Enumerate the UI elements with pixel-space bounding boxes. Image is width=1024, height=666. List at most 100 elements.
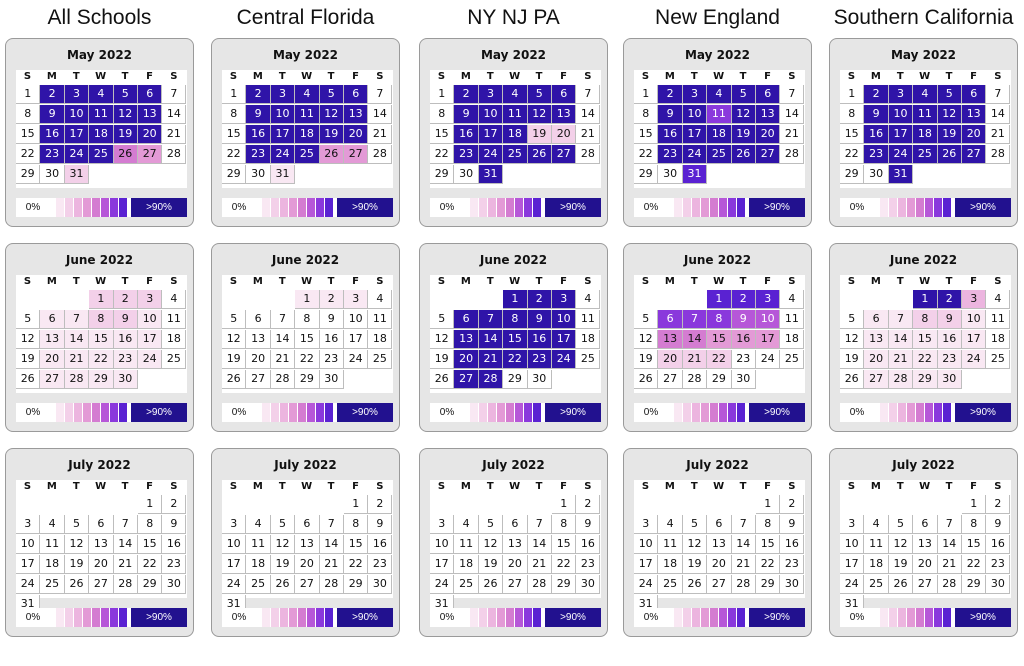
weekday-label: W bbox=[713, 276, 725, 287]
legend-swatch bbox=[898, 198, 906, 217]
legend-max-label: >90% bbox=[955, 608, 1011, 627]
legend-min-label: 0% bbox=[231, 407, 247, 418]
day-cell: 14 bbox=[319, 535, 344, 554]
month-title: July 2022 bbox=[482, 458, 545, 472]
day-cell: 18 bbox=[913, 125, 938, 144]
weekday-label: T bbox=[739, 481, 747, 492]
day-cell: 25 bbox=[246, 575, 271, 594]
day-cell: 11 bbox=[864, 535, 889, 554]
legend-min-label: 0% bbox=[849, 202, 865, 213]
day-cell: 5 bbox=[840, 310, 865, 329]
legend-swatch bbox=[56, 198, 64, 217]
day-cell: 26 bbox=[64, 575, 90, 594]
weekday-label: F bbox=[764, 481, 771, 492]
day-cell: 29 bbox=[913, 370, 938, 389]
day-cell: 20 bbox=[89, 555, 114, 574]
day-cell: 13 bbox=[138, 105, 163, 124]
legend-swatch bbox=[92, 198, 100, 217]
weekday-label: S bbox=[23, 276, 32, 287]
weekday-label: M bbox=[252, 481, 263, 492]
weekday-label: T bbox=[72, 481, 80, 492]
day-cell: 4 bbox=[864, 515, 889, 534]
day-cell: 24 bbox=[962, 350, 987, 369]
day-cell: 1 bbox=[16, 85, 41, 104]
day-cell: 2 bbox=[246, 85, 271, 104]
day-cell: 7 bbox=[888, 310, 914, 329]
weekday-label: M bbox=[664, 481, 675, 492]
day-cell: 11 bbox=[986, 310, 1011, 329]
weekday-label: T bbox=[690, 276, 698, 287]
day-cell: 19 bbox=[64, 555, 90, 574]
legend-swatch bbox=[907, 198, 915, 217]
day-cell: 2 bbox=[780, 495, 805, 514]
day-cell: 3 bbox=[634, 515, 659, 534]
day-cell: 29 bbox=[962, 575, 987, 594]
day-cell: 19 bbox=[270, 555, 296, 574]
day-cell: 19 bbox=[731, 125, 756, 144]
day-cell: 25 bbox=[40, 575, 65, 594]
day-cell: 21 bbox=[986, 125, 1011, 144]
weekday-label: M bbox=[252, 276, 263, 287]
day-cell: 26 bbox=[222, 370, 247, 389]
day-cell: 11 bbox=[503, 105, 528, 124]
legend-swatch bbox=[728, 198, 736, 217]
day-cell: 4 bbox=[40, 515, 65, 534]
color-legend: 0% >90% bbox=[634, 608, 805, 627]
day-cell: 13 bbox=[707, 535, 732, 554]
day-cell: 27 bbox=[454, 370, 479, 389]
day-cell: 12 bbox=[731, 105, 756, 124]
legend-swatch bbox=[497, 403, 505, 422]
day-cell: 2 bbox=[986, 495, 1011, 514]
day-cell: 8 bbox=[634, 105, 659, 124]
day-cell: 4 bbox=[246, 515, 271, 534]
day-cell: 4 bbox=[707, 85, 732, 104]
day-cell: 6 bbox=[344, 85, 369, 104]
day-cell: 10 bbox=[430, 535, 455, 554]
day-cell: 16 bbox=[368, 535, 393, 554]
day-cell: 23 bbox=[576, 555, 601, 574]
weekday-label: W bbox=[95, 276, 107, 287]
weekday-label: M bbox=[870, 481, 881, 492]
legend-min-label: 0% bbox=[231, 202, 247, 213]
day-cell: 2 bbox=[527, 290, 552, 309]
day-cell: 23 bbox=[527, 350, 552, 369]
legend-swatch bbox=[916, 198, 924, 217]
weekday-label: T bbox=[896, 71, 904, 82]
day-cell: 15 bbox=[552, 535, 577, 554]
legend-max-label: >90% bbox=[749, 608, 805, 627]
legend-max-label: >90% bbox=[545, 403, 601, 422]
day-cell: 20 bbox=[344, 125, 369, 144]
month-title: July 2022 bbox=[892, 458, 955, 472]
day-cell: 15 bbox=[430, 125, 455, 144]
day-cell: 14 bbox=[731, 535, 756, 554]
weekday-label: S bbox=[641, 276, 650, 287]
day-cell: 13 bbox=[344, 105, 369, 124]
legend-min-label: 0% bbox=[643, 612, 659, 623]
day-cell: 23 bbox=[864, 145, 889, 164]
day-cell: 2 bbox=[658, 85, 683, 104]
weekday-label: F bbox=[970, 71, 977, 82]
weekday-label: S bbox=[788, 71, 796, 82]
day-cell: 4 bbox=[780, 290, 805, 309]
day-cell: 16 bbox=[731, 330, 756, 349]
legend-swatch bbox=[289, 403, 297, 422]
legend-swatch bbox=[524, 403, 532, 422]
day-cell: 6 bbox=[658, 310, 683, 329]
day-cell: 12 bbox=[222, 330, 247, 349]
day-cell: 28 bbox=[780, 145, 805, 164]
weekday-label: M bbox=[46, 481, 57, 492]
day-cell: 21 bbox=[319, 555, 344, 574]
day-cell: 28 bbox=[937, 575, 962, 594]
weekday-label: T bbox=[739, 71, 747, 82]
calendar-grid: S M T W T F S 1 2 3 4 5 6 7 8 9 10 11 12 13 14 15 16 17 18 19 20 21… bbox=[840, 70, 1011, 188]
day-cell: 13 bbox=[658, 330, 683, 349]
weekday-label: W bbox=[301, 481, 313, 492]
weekday-label: W bbox=[509, 481, 521, 492]
legend-swatch bbox=[488, 608, 496, 627]
legend-swatch bbox=[728, 403, 736, 422]
day-cell: 13 bbox=[864, 330, 889, 349]
weekday-label: W bbox=[713, 71, 725, 82]
day-cell: 10 bbox=[888, 105, 914, 124]
day-cell: 24 bbox=[138, 350, 163, 369]
day-cell: 9 bbox=[937, 310, 962, 329]
